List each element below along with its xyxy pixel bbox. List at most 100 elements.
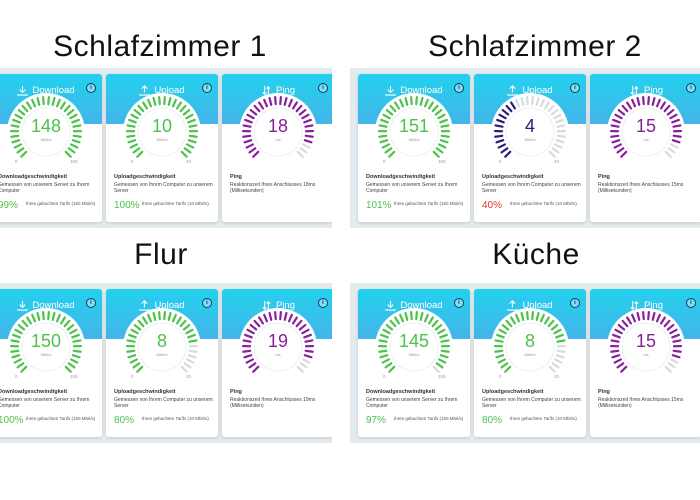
gauge-tick xyxy=(133,323,142,331)
download-title: Downloadgeschwindigkeit xyxy=(0,389,68,395)
gauge-tick xyxy=(298,323,307,331)
info-icon[interactable]: i xyxy=(202,83,212,93)
gauge-tick xyxy=(31,313,37,323)
info-icon[interactable]: i xyxy=(570,298,580,308)
gauge-tick xyxy=(500,362,509,369)
info-icon[interactable]: i xyxy=(454,83,464,93)
gauge-tick xyxy=(666,108,675,116)
gauge-tick xyxy=(301,328,310,335)
upload-percent-note: Ihres gebuchten Tarifs (10 Mbit/s) xyxy=(510,416,577,421)
gauge-tick xyxy=(496,118,505,124)
gauge-tick xyxy=(611,139,621,144)
gauge-tick xyxy=(171,98,177,108)
gauge-tick xyxy=(63,319,71,328)
info-icon[interactable]: i xyxy=(686,83,696,93)
gauge-tick xyxy=(147,313,153,323)
gauge-tick xyxy=(187,354,197,359)
gauge-tick xyxy=(252,365,260,373)
room-title-kueche: Küche xyxy=(492,238,580,271)
gauge-tick xyxy=(130,328,139,335)
gauge-tick xyxy=(167,311,172,321)
info-icon[interactable]: i xyxy=(86,83,96,93)
gauge-tick xyxy=(132,147,141,154)
gauge-tick xyxy=(67,362,76,369)
download-gauge xyxy=(7,93,85,171)
download-title: Downloadgeschwindigkeit xyxy=(366,174,436,180)
download-value: 151 xyxy=(398,116,430,136)
info-icon[interactable]: i xyxy=(318,298,328,308)
gauge-tick xyxy=(539,98,545,108)
upload-header-row: Upload xyxy=(474,297,586,313)
gauge-tick xyxy=(495,354,505,359)
gauge-tick xyxy=(636,96,641,106)
gauge-tick xyxy=(42,96,45,106)
download-description: Gemessen von unserem Server zu Ihrem Com… xyxy=(0,397,90,409)
ping-value: 15 xyxy=(635,116,657,136)
gauge-tick xyxy=(10,134,20,138)
info-icon[interactable]: i xyxy=(202,298,212,308)
info-icon[interactable]: i xyxy=(318,83,328,93)
gauge-tick xyxy=(378,339,388,343)
gauge-tick xyxy=(671,354,681,359)
ping-gauge xyxy=(239,93,317,171)
gauge-tick xyxy=(175,101,182,110)
upload-value: 10 xyxy=(151,116,173,136)
ping-arrows-icon xyxy=(630,300,639,310)
upload-title: Uploadgeschwindigkeit xyxy=(482,174,544,180)
gauge-tick xyxy=(132,362,141,369)
upload-value: 8 xyxy=(156,331,167,351)
gauge-tick xyxy=(72,349,82,353)
upload-card: Upload i 8 Mbit/s 0 10 Uploadgeschwindigkeit Ge… xyxy=(474,289,586,437)
info-icon[interactable]: i xyxy=(686,298,696,308)
upload-scale-max: 10 xyxy=(186,159,192,164)
upload-header-row: Upload xyxy=(106,82,218,98)
gauge-tick xyxy=(249,323,258,331)
gauge-tick xyxy=(543,316,550,325)
gauge-tick xyxy=(147,98,153,108)
gauge-tick xyxy=(550,108,559,116)
gauge-tick xyxy=(419,311,424,321)
upload-header-label: Upload xyxy=(154,299,185,311)
gauge-tick xyxy=(304,134,314,138)
gauge-tick xyxy=(26,101,33,110)
gauge-tick xyxy=(378,349,388,353)
gauge-tick xyxy=(439,139,449,144)
download-scale-max: 150 xyxy=(438,374,446,379)
ping-unit: ms xyxy=(643,137,649,142)
gauge-tick xyxy=(655,313,661,323)
gauge-tick xyxy=(185,143,195,149)
gauge-tick xyxy=(642,311,645,321)
gauge-tick xyxy=(621,319,629,328)
download-scale-min: 0 xyxy=(15,374,18,379)
gauge-tick xyxy=(188,134,198,138)
gauge-tick xyxy=(127,354,137,359)
info-icon[interactable]: i xyxy=(570,83,580,93)
gauge-tick xyxy=(59,316,66,325)
download-percent-note: Ihres gebuchten Tarifs (150 Mbit/s) xyxy=(26,201,96,206)
gauge-tick xyxy=(47,311,50,321)
gauge-tick xyxy=(647,96,650,106)
info-icon[interactable]: i xyxy=(86,298,96,308)
gauge-tick xyxy=(626,316,633,325)
gauge-tick xyxy=(410,96,413,106)
info-icon[interactable]: i xyxy=(454,298,464,308)
gauge-tick xyxy=(642,96,645,106)
gauge-tick xyxy=(20,150,28,158)
gauge-tick xyxy=(158,96,161,106)
upload-header-label: Upload xyxy=(522,299,553,311)
gauge-tick xyxy=(243,139,253,144)
gauge-tick xyxy=(543,101,550,110)
download-arrow-icon xyxy=(17,300,29,311)
gauge-tick xyxy=(431,319,439,328)
gauge-tick xyxy=(531,96,534,106)
gauge-tick xyxy=(626,101,633,110)
gauge-tick xyxy=(67,147,76,154)
gauge-tick xyxy=(249,108,258,116)
download-header-row: Download xyxy=(358,82,470,98)
gauge-tick xyxy=(304,349,314,353)
gauge-tick xyxy=(440,124,450,128)
gauge-tick xyxy=(667,362,676,369)
gauge-tick xyxy=(128,118,137,124)
gauge-tick xyxy=(66,108,75,116)
upload-arrow-icon xyxy=(507,299,519,311)
